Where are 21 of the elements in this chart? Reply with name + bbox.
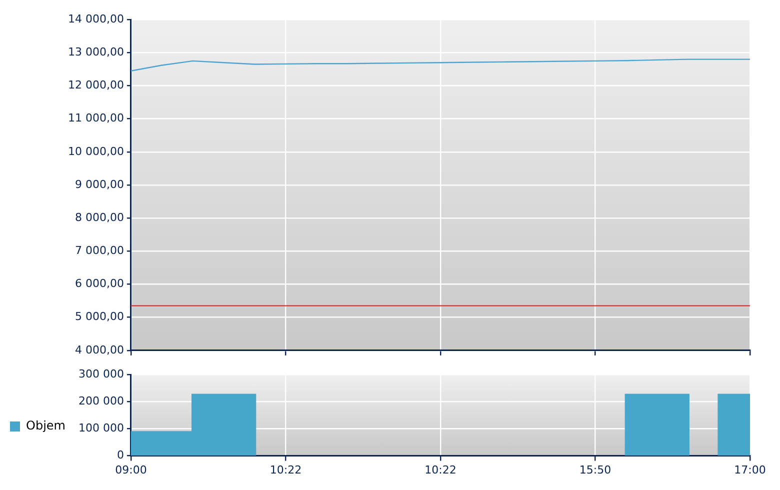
x-tick-label: 10:22 (424, 463, 456, 476)
x-tick-label: 10:22 (270, 463, 302, 476)
y-tick-label: 6 000,00 (74, 277, 124, 290)
y-tick-label: 8 000,00 (74, 210, 124, 224)
y-tick-label: 12 000,00 (68, 78, 124, 92)
legend-label: Objem (26, 418, 66, 433)
x-tick-label: 17:00 (734, 463, 766, 476)
x-tick-label: 09:00 (115, 463, 147, 476)
x-tick-label: 15:50 (579, 463, 612, 476)
y-tick-label: 13 000,00 (68, 46, 124, 59)
y-tick-label: 300 000 (78, 367, 124, 380)
y-tick-label: 11 000,00 (68, 112, 124, 125)
y-tick-label: 10 000,00 (68, 144, 124, 158)
y-tick-label: 4 000,00 (74, 343, 124, 356)
y-tick-label: 5 000,00 (74, 310, 124, 324)
y-tick-label: 9 000,00 (74, 178, 124, 191)
y-tick-label: 0 (116, 448, 124, 462)
y-tick-label: 100 000 (78, 422, 124, 435)
y-tick-label: 7 000,00 (74, 244, 124, 258)
y-tick-label: 14 000,00 (68, 12, 124, 26)
y-tick-label: 200 000 (78, 394, 124, 408)
